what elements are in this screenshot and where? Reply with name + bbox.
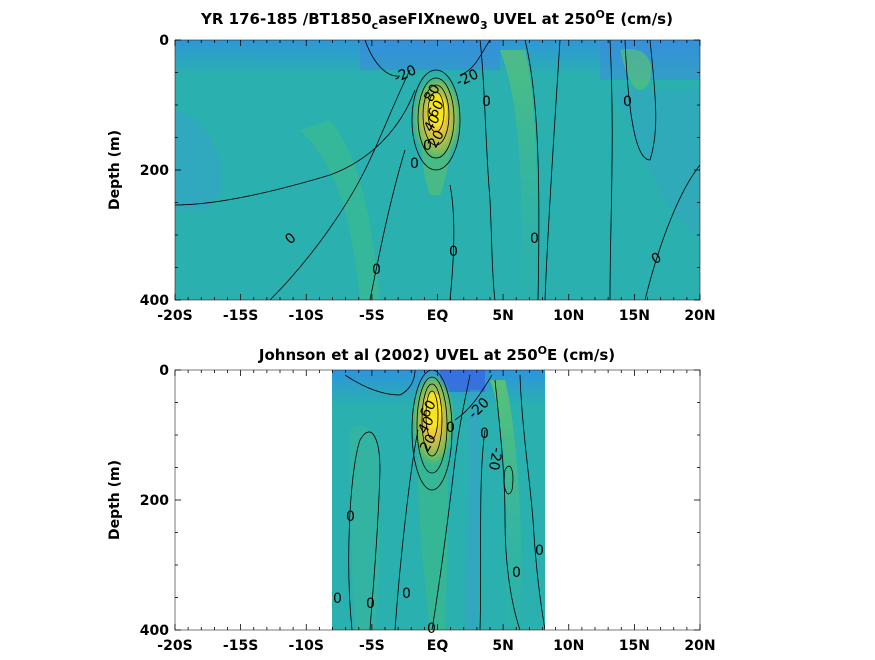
y-tick-label: 200 [140,163,169,179]
contour-label: 0 [480,426,489,442]
panel-1-contour-labels: -20 -20 0 0 0 0 0 0 0 0 0 20 40 60 80 [282,62,664,278]
y-tick-label: 200 [140,493,169,509]
contour-label: 0 [402,586,411,602]
contour-label: 0 [449,244,458,260]
panel-1-heatmap [175,40,700,300]
x-tick-label: 10N [553,638,584,654]
x-tick-label: 5N [492,638,513,654]
x-tick-label: -20S [157,638,192,654]
x-tick-label: 15N [619,308,650,324]
contour-label: 0 [623,94,632,110]
contour-label: 40 [415,413,438,436]
contour-label: 0 [535,543,544,559]
x-tick-label: -5S [359,638,385,654]
contour-label: 0 [512,565,521,581]
x-tick-label: -5S [359,308,385,324]
contour-label: 0 [333,591,342,607]
contour-label: 0 [346,509,355,525]
contour-label: 0 [482,94,491,110]
panel-2-title: Johnson et al (2002) UVEL at 250OE (cm/s… [258,344,615,364]
x-tick-label: -20S [157,308,192,324]
y-tick-label: 400 [140,293,169,309]
panel-2-ylabel: Depth (m) [107,460,123,540]
contour-label: 0 [366,596,375,612]
x-tick-label: EQ [427,308,449,324]
x-tick-label: -15S [223,308,258,324]
panel-1-contours [175,40,700,300]
panel-observations: Johnson et al (2002) UVEL at 250OE (cm/s… [107,344,716,654]
contour-label: 60 [425,97,448,120]
contour-label: -20 [485,446,505,471]
panel-2-contours [344,370,545,630]
panel-2-heatmap [332,370,545,630]
contour-label: 0 [446,420,455,436]
contour-label: 20 [417,431,440,454]
x-tick-label: EQ [427,638,449,654]
contour-label: 60 [417,397,440,420]
x-tick-label: 15N [619,638,650,654]
contour-label: 40 [421,111,444,134]
y-tick-label: 0 [159,33,169,49]
panel-1-title: YR 176-185 /BT1850caseFIXnew03 UVEL at 2… [200,8,673,32]
x-tick-label: 20N [684,308,715,324]
y-tick-label: 400 [140,623,169,639]
contour-label: 80 [421,81,444,104]
panel-1-ylabel: Depth (m) [107,130,123,210]
contour-label: 0 [423,138,432,154]
x-tick-label: 20N [684,638,715,654]
panel-model: YR 176-185 /BT1850caseFIXnew03 UVEL at 2… [107,8,716,324]
contour-label: 0 [427,621,436,637]
contour-label: 0 [372,262,381,278]
x-tick-label: -10S [289,308,324,324]
x-tick-label: -10S [289,638,324,654]
contour-label: 20 [425,127,448,150]
y-tick-label: 0 [159,363,169,379]
x-tick-label: -15S [223,638,258,654]
contour-label: 0 [410,156,419,172]
x-tick-label: 10N [553,308,584,324]
contour-label: 0 [530,231,539,247]
x-tick-label: 5N [492,308,513,324]
